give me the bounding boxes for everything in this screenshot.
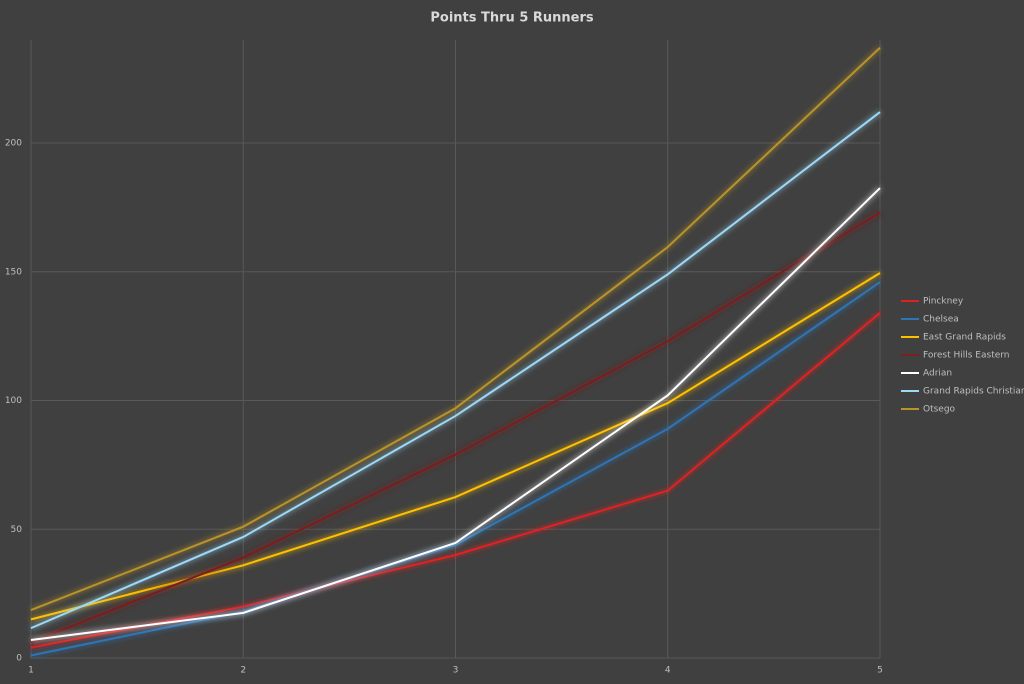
- series-line: [30, 312, 881, 649]
- series-line: [30, 187, 881, 641]
- y-tick-label: 100: [5, 396, 22, 406]
- legend-label: Chelsea: [923, 315, 959, 325]
- x-tick-label: 3: [453, 666, 459, 676]
- chart-title: Points Thru 5 Runners: [430, 11, 594, 26]
- series-line: [30, 272, 881, 621]
- legend-label: Pinckney: [923, 297, 964, 307]
- series-line: [30, 111, 881, 630]
- legend-label: Grand Rapids Christian: [923, 387, 1024, 397]
- series-line: [30, 281, 881, 657]
- y-tick-label: 200: [5, 139, 22, 149]
- x-tick-label: 2: [240, 666, 246, 676]
- y-tick-label: 150: [5, 267, 22, 277]
- legend-label: Adrian: [923, 369, 952, 379]
- y-tick-label: 0: [16, 654, 22, 664]
- legend-label: Otsego: [923, 405, 956, 415]
- x-tick-label: 5: [877, 666, 883, 676]
- legend-label: Forest Hills Eastern: [923, 351, 1010, 361]
- legend-label: East Grand Rapids: [923, 333, 1006, 343]
- series-line: [30, 211, 881, 644]
- x-tick-label: 4: [665, 666, 671, 676]
- y-tick-label: 50: [11, 525, 23, 535]
- x-tick-label: 1: [28, 666, 34, 676]
- series-line: [30, 46, 881, 612]
